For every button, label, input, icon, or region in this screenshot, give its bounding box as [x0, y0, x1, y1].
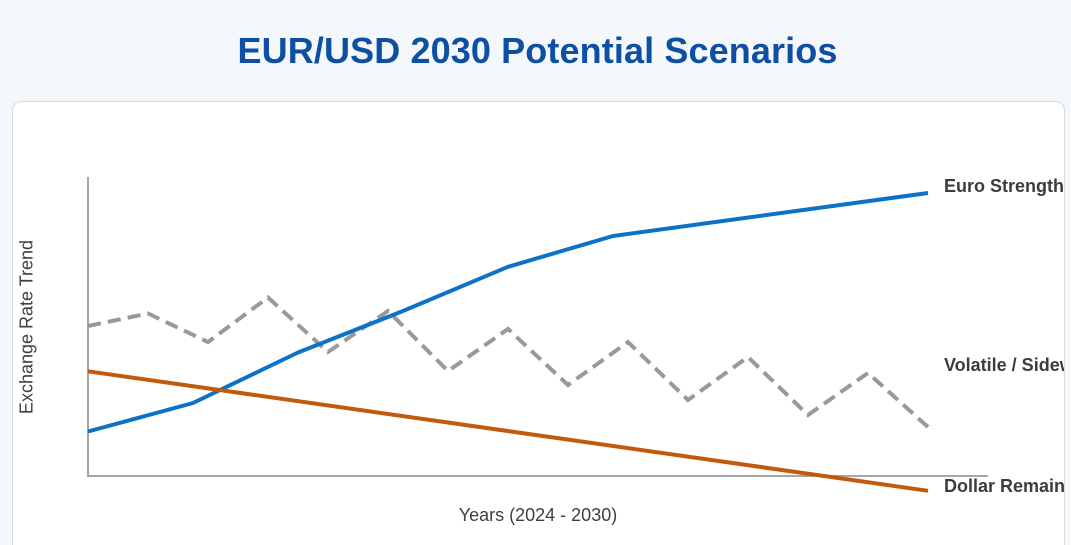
svg-text:Dollar Remains Strong: Dollar Remains Strong [944, 476, 1065, 496]
svg-text:Euro Strengthens: Euro Strengthens [944, 176, 1065, 196]
svg-text:Exchange Rate Trend: Exchange Rate Trend [17, 240, 37, 414]
svg-text:Years (2024 - 2030): Years (2024 - 2030) [459, 505, 617, 525]
svg-text:Volatile / Sideways: Volatile / Sideways [944, 355, 1065, 375]
